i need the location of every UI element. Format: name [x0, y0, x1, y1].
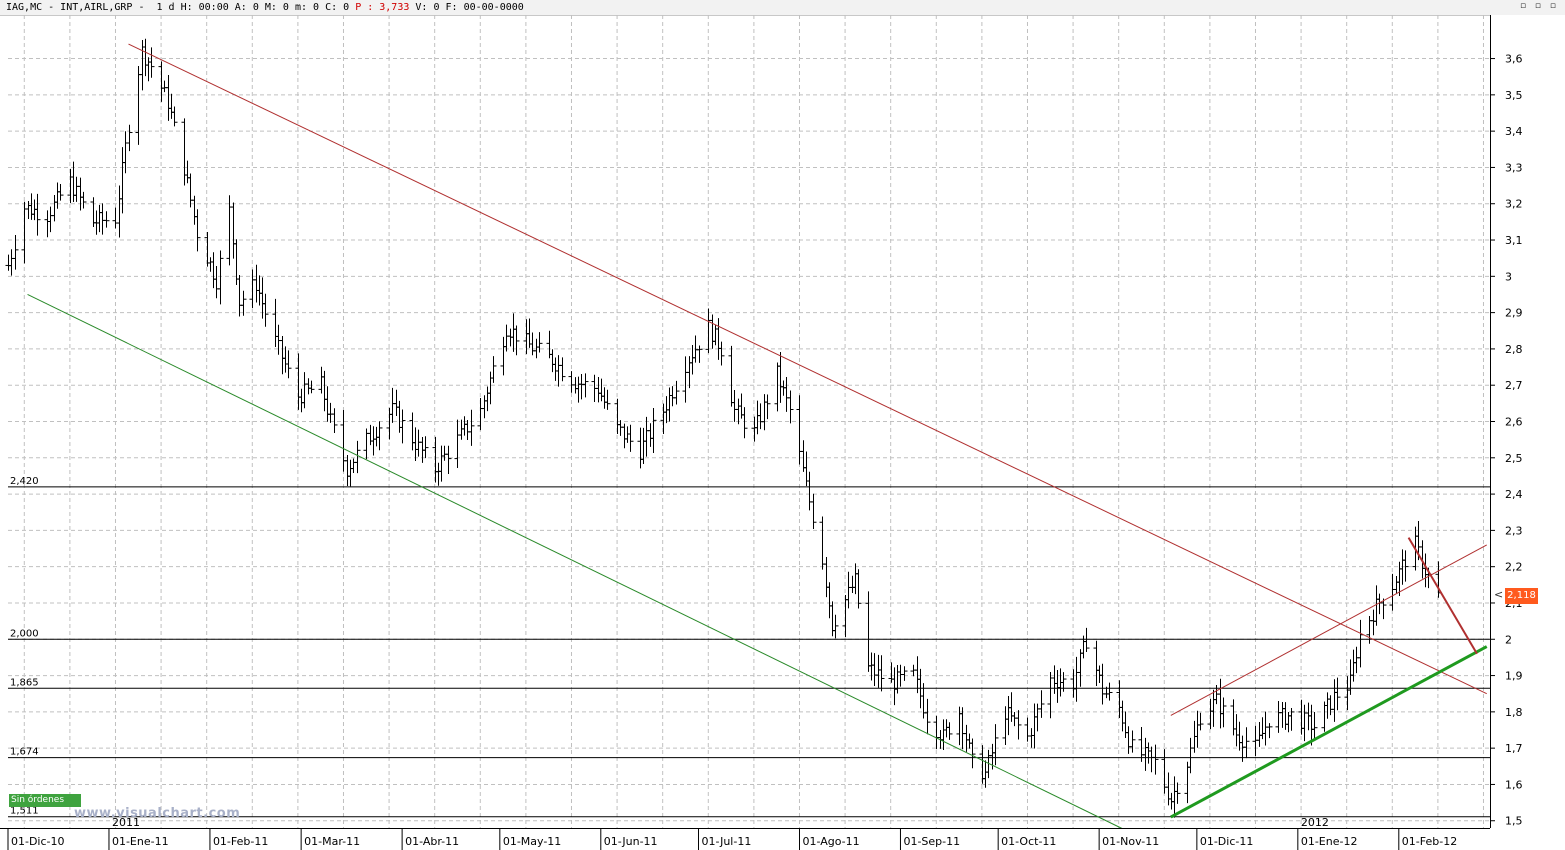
last-price-arrow-icon: < [1494, 588, 1504, 602]
x-tick-label: 01-Dic-10 [11, 835, 65, 848]
period-readout: 1 d H: 00:00 A: 0 M: 0 m: 0 C: 0 [156, 2, 350, 13]
y-tick-label: 2,8 [1505, 343, 1523, 356]
trend-lines[interactable] [27, 43, 1488, 833]
x-tick-label: 01-Feb-12 [1402, 835, 1457, 848]
x-tick-label: 01-Ago-11 [802, 835, 859, 848]
y-tick-label: 3,1 [1505, 234, 1523, 247]
x-tick-label: 01-Dic-11 [1200, 835, 1254, 848]
y-axis-panel [1490, 15, 1565, 828]
x-tick-label: 01-Sep-11 [903, 835, 960, 848]
y-tick-label: 2,5 [1505, 452, 1523, 465]
y-tick-label: 1,7 [1505, 742, 1523, 755]
x-tick-label: 01-Mar-11 [304, 835, 360, 848]
y-tick-label: 2,9 [1505, 307, 1523, 320]
ohlc-bars [5, 38, 1442, 818]
last-price-tag: 2,118 [1505, 588, 1538, 605]
x-tick-label: 01-Feb-11 [213, 835, 268, 848]
axes: 3,6 3,5 3,4 3,3 3,2 3,1 3 2,9 2,8 2,7 2,6 2,5 2,4 2,3… [0, 15, 1565, 850]
y-tick-label: 1,8 [1505, 706, 1523, 719]
y-tick-label: 1,9 [1505, 670, 1523, 683]
x-tick-label: 01-Abr-11 [405, 835, 459, 848]
y-tick-label: 1,6 [1505, 778, 1523, 791]
level-label: 1,674 [10, 747, 39, 758]
y-tick-label: 3,6 [1505, 53, 1523, 66]
year-marker-label: 2012 [1301, 816, 1329, 829]
y-tick-label: 3 [1505, 270, 1512, 283]
y-tick-label: 3,4 [1505, 125, 1523, 138]
y-tick-label: 3,5 [1505, 89, 1523, 102]
chart-header-bar: IAG,MC - INT,AIRL,GRP - 1 d H: 00:00 A: … [0, 0, 1565, 16]
trend-line-support-bold [1170, 645, 1488, 819]
trend-line-channel-top [1170, 544, 1487, 716]
x-tick-label: 01-Ene-11 [112, 835, 169, 848]
level-label: 2,000 [10, 628, 39, 639]
x-tick-label: 01-May-11 [503, 835, 561, 848]
horizontal-levels: 2,420 2,000 1,865 1,674 1,511 [8, 476, 1490, 818]
window-controls-icon[interactable]: ▫ ▫ ▫ [1519, 1, 1559, 11]
x-tick-label: 01-Oct-11 [1001, 835, 1056, 848]
x-tick-label: 01-Nov-11 [1102, 835, 1159, 848]
y-tick-label: 3,2 [1505, 198, 1523, 211]
volume-date-readout: V: 0 F: 00-00-0000 [415, 2, 524, 13]
year-marker-label: 2011 [112, 816, 140, 829]
grid [8, 15, 1490, 828]
y-tick-label: 3,3 [1505, 161, 1523, 174]
y-tick-label: 1,5 [1505, 815, 1523, 828]
level-label: 2,420 [10, 476, 39, 487]
trend-line-resistance [128, 43, 1487, 695]
x-axis-panel [0, 828, 1565, 850]
x-tick-label: 01-Jul-11 [702, 835, 752, 848]
trend-line-short-term_down [1407, 537, 1478, 655]
symbol-label: IAG,MC - INT,AIRL,GRP - [6, 2, 151, 13]
watermark: www.visualchart.com [74, 806, 241, 821]
trend-line-support [27, 294, 1129, 833]
y-tick-label: 2,2 [1505, 561, 1523, 574]
y-tick-label: 2,7 [1505, 379, 1523, 392]
y-tick-label: 2,4 [1505, 488, 1523, 501]
y-tick-label: 2,3 [1505, 524, 1523, 537]
level-label: 1,865 [10, 677, 39, 688]
y-tick-label: 2 [1505, 633, 1512, 646]
price-readout: P : 3,733 [355, 2, 410, 13]
x-tick-label: 01-Jun-11 [604, 835, 658, 848]
x-tick-label: 01-Ene-12 [1301, 835, 1358, 848]
orders-status-badge[interactable]: Sin órdenes [9, 794, 81, 807]
y-tick-label: 2,6 [1505, 416, 1523, 429]
level-label: 1,511 [10, 806, 39, 817]
